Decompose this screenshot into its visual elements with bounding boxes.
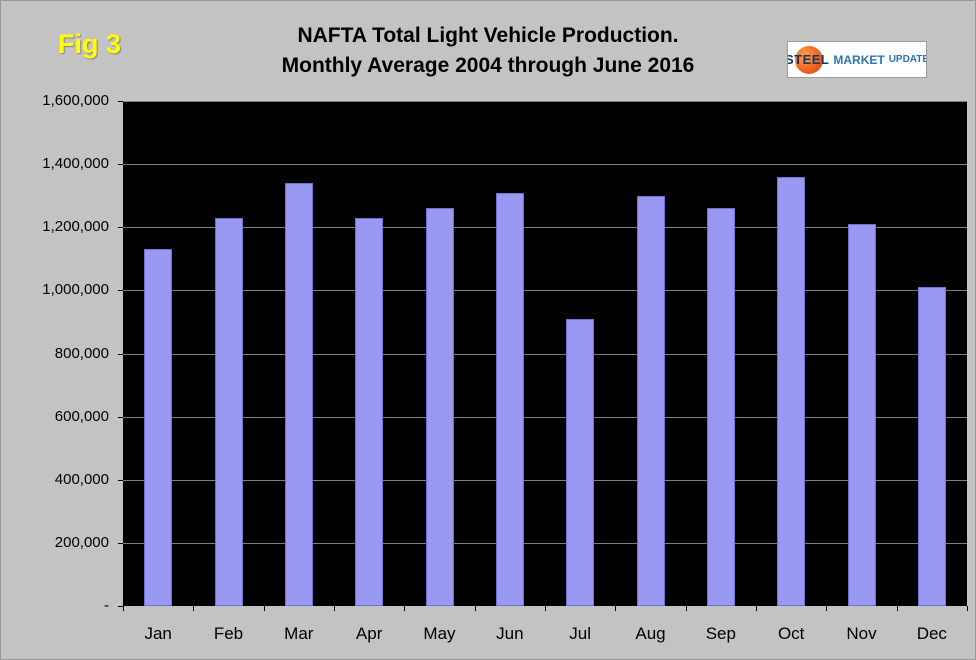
y-tick-label: 400,000 — [54, 470, 109, 488]
gridline — [123, 416, 967, 418]
y-tick-label: 1,400,000 — [42, 155, 109, 173]
y-tick-label: 200,000 — [54, 533, 109, 551]
bar-sep — [706, 208, 735, 606]
x-tick-label: Apr — [355, 624, 383, 643]
y-tick-mark — [118, 227, 123, 229]
bar-aug — [636, 196, 665, 606]
x-tick-label: May — [423, 624, 456, 643]
x-tick-label: Nov — [846, 624, 877, 643]
bar-feb — [214, 218, 243, 606]
y-tick-mark — [118, 290, 123, 292]
y-tick-mark — [118, 101, 123, 102]
x-tick-mark — [897, 606, 898, 611]
x-tick-mark — [475, 606, 476, 611]
x-tick-label: Feb — [213, 624, 244, 643]
y-tick-mark — [118, 164, 123, 166]
chart-title: NAFTA Total Light Vehicle Production. — [297, 24, 679, 47]
x-tick-label: Jan — [144, 624, 172, 643]
bar-oct — [777, 177, 806, 606]
y-tick-mark — [118, 416, 123, 418]
y-axis: 1,600,000 1,400,000 1,200,000 1,000,000 800,… — [1, 92, 123, 614]
bar-mar — [284, 183, 313, 606]
x-tick-mark — [193, 606, 194, 611]
x-tick-mark — [686, 606, 687, 611]
x-tick-mark — [826, 606, 827, 611]
y-tick-label: - — [104, 597, 109, 614]
x-axis-tick-row — [123, 606, 968, 612]
y-tick-label: 1,000,000 — [42, 281, 109, 299]
y-tick-label: 1,600,000 — [42, 92, 109, 109]
gridline — [123, 227, 967, 229]
x-tick-mark — [404, 606, 405, 611]
x-tick-mark — [264, 606, 265, 611]
gridline — [123, 164, 967, 166]
x-tick-label: Oct — [777, 624, 805, 643]
gridline — [123, 290, 967, 292]
x-tick-mark — [756, 606, 757, 611]
bar-may — [425, 208, 454, 606]
y-tick-mark — [118, 542, 123, 544]
y-tick-label: 800,000 — [54, 344, 109, 362]
logo-text-update: UPDATE — [888, 54, 927, 65]
bar-nov — [847, 224, 876, 606]
x-tick-label: Aug — [635, 624, 666, 643]
gridline — [123, 353, 967, 355]
plot-area — [123, 101, 967, 606]
y-tick-mark — [118, 479, 123, 481]
x-tick-label: Dec — [916, 624, 947, 643]
bar-jun — [495, 193, 524, 606]
steel-market-update-logo: STEEL MARKET UPDATE — [787, 41, 927, 78]
x-tick-mark — [123, 606, 124, 611]
gridline — [123, 479, 967, 481]
logo-text-market: MARKET — [833, 52, 885, 67]
gridline — [123, 542, 967, 544]
bar-jul — [566, 319, 595, 606]
y-tick-label: 600,000 — [54, 407, 109, 425]
x-tick-mark — [334, 606, 335, 611]
gridline — [123, 101, 967, 102]
x-tick-mark — [615, 606, 616, 611]
x-tick-label: Jul — [569, 624, 592, 643]
figure-number-label: Fig 3 — [58, 29, 122, 59]
bar-jan — [144, 249, 173, 606]
y-tick-label: 1,200,000 — [42, 218, 109, 236]
y-tick-mark — [118, 606, 123, 607]
chart-subtitle: Monthly Average 2004 through June 2016 — [281, 54, 695, 77]
logo-text-steel: STEEL — [787, 52, 830, 67]
logo-globe-icon — [795, 46, 823, 74]
bar-dec — [917, 287, 946, 606]
chart-title-block: NAFTA Total Light Vehicle Production. Mo… — [1, 21, 975, 81]
x-tick-mark — [545, 606, 546, 611]
x-axis: Jan Feb Mar Apr May Jun Jul Aug Sep Oct Nov Dec — [123, 621, 967, 651]
y-tick-mark — [118, 353, 123, 355]
x-tick-label: Mar — [284, 624, 314, 643]
x-tick-label: Jun — [496, 624, 524, 643]
bar-apr — [355, 218, 384, 606]
x-tick-label: Sep — [705, 624, 736, 643]
x-tick-mark — [967, 606, 968, 611]
